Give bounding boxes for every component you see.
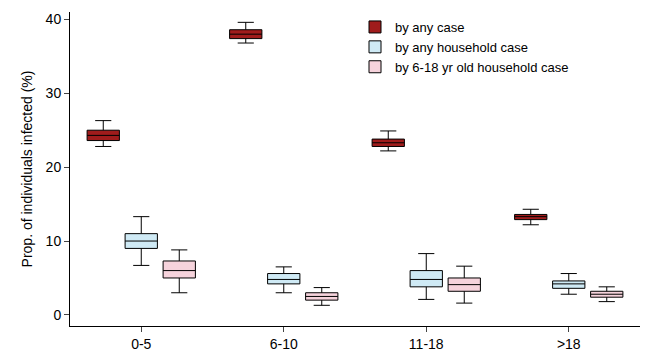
svg-text:11-18: 11-18 — [409, 336, 444, 352]
svg-text:0: 0 — [53, 307, 61, 323]
svg-text:Prop. of individuals infected: Prop. of individuals infected (%) — [19, 71, 35, 268]
svg-text:10: 10 — [46, 233, 62, 249]
svg-text:0-5: 0-5 — [131, 336, 151, 352]
svg-text:40: 40 — [46, 11, 62, 27]
svg-text:by 6-18 yr old household case: by 6-18 yr old household case — [395, 60, 568, 75]
svg-text:>18: >18 — [557, 336, 581, 352]
svg-text:20: 20 — [46, 159, 62, 175]
svg-text:30: 30 — [46, 85, 62, 101]
svg-text:6-10: 6-10 — [270, 336, 298, 352]
svg-text:by any case: by any case — [395, 20, 464, 35]
svg-text:by any household case: by any household case — [395, 40, 528, 55]
